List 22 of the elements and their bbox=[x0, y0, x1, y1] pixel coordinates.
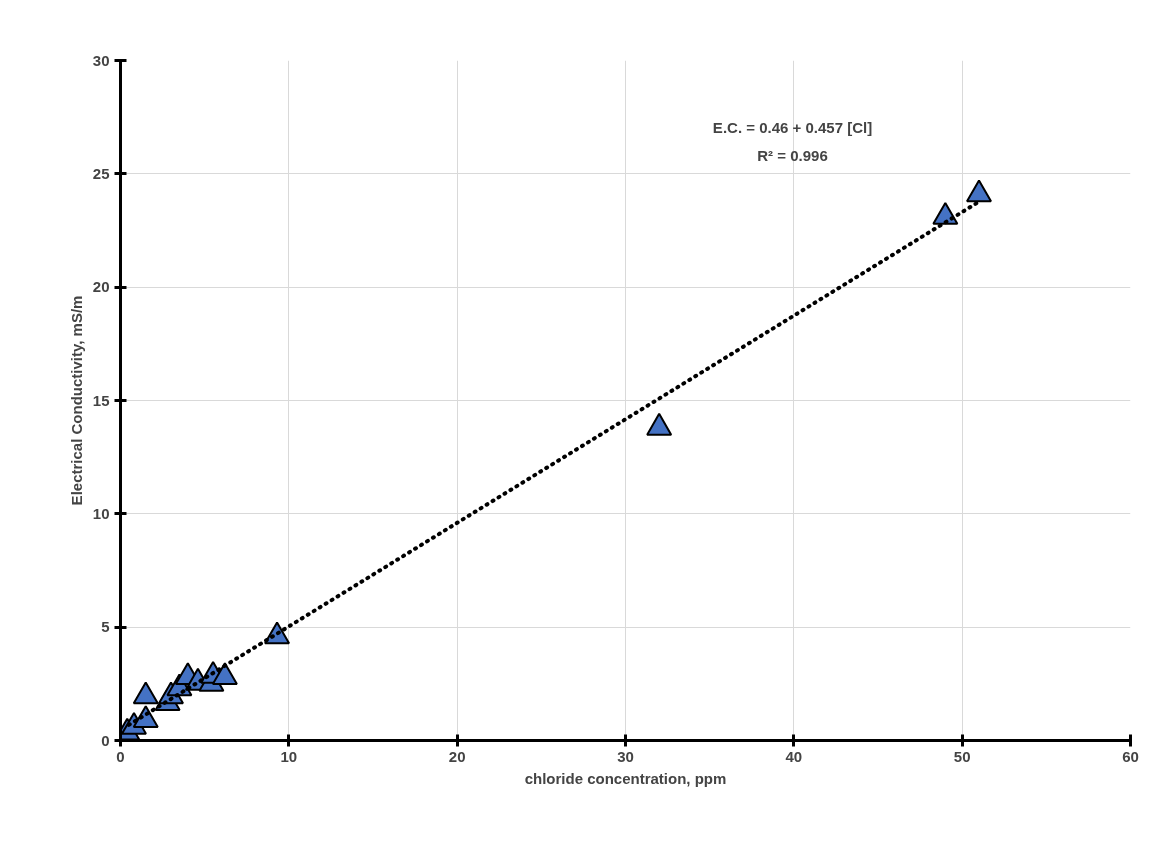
y-tick-label: 20 bbox=[92, 278, 110, 296]
x-tick-label: 20 bbox=[448, 747, 466, 765]
x-tick-label: 50 bbox=[953, 747, 971, 765]
annotation: E.C. = 0.46 + 0.457 [Cl] bbox=[712, 118, 873, 136]
y-tick-label: 30 bbox=[92, 51, 110, 69]
point bbox=[132, 681, 159, 705]
x-tick-label: 60 bbox=[1122, 747, 1139, 765]
point bbox=[646, 412, 673, 436]
x-tick-label: 10 bbox=[280, 747, 298, 765]
y-tick-label: 15 bbox=[92, 391, 110, 409]
point bbox=[966, 179, 992, 203]
y-axis-title: Electrical Conductivity, mS/m bbox=[67, 295, 85, 506]
y-tick-label: 5 bbox=[101, 618, 110, 636]
x-tick-label: 40 bbox=[785, 747, 803, 765]
point bbox=[211, 662, 238, 685]
x-tick-label: 30 bbox=[617, 747, 634, 765]
x-tick-label: 0 bbox=[116, 747, 125, 765]
y-tick-label: 25 bbox=[92, 164, 110, 182]
y-tick-label: 0 bbox=[101, 731, 110, 749]
y-tick-label: 10 bbox=[92, 504, 110, 522]
annotation: R² = 0.996 bbox=[757, 146, 828, 164]
x-axis-title: chloride concentration, ppm bbox=[524, 769, 727, 787]
